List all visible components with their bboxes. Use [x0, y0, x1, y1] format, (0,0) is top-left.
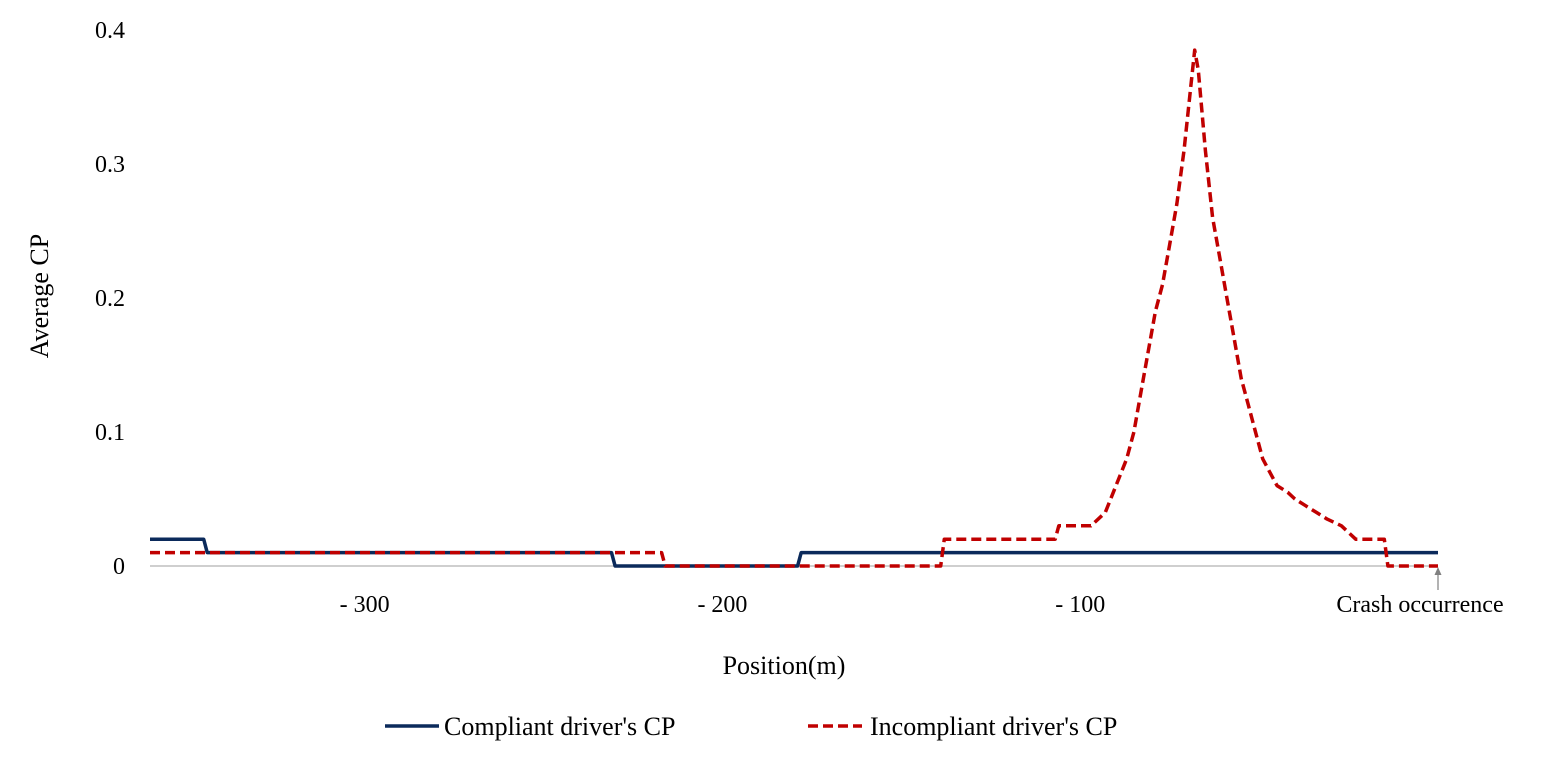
y-tick-label: 0 [113, 554, 125, 580]
y-tick-label: 0.4 [95, 18, 125, 44]
y-tick-label: 0.1 [95, 420, 125, 446]
series-line-compliant [150, 537, 1438, 568]
series-line-incompliant [150, 48, 1438, 568]
x-tick-label: - 300 [340, 592, 390, 618]
y-axis-title: Average CP [25, 234, 54, 358]
y-tick-label: 0.2 [95, 286, 125, 312]
x-tick-labels: - 300 - 200 - 100 [340, 592, 1106, 618]
x-tick-label: - 200 [697, 592, 747, 618]
legend-label: Compliant driver's CP [444, 712, 675, 741]
y-tick-label: 0.3 [95, 152, 125, 178]
crash-marker-arrow-icon [1434, 567, 1442, 575]
x-axis-title: Position(m) [723, 651, 846, 680]
legend: Compliant driver's CP Incompliant driver'… [385, 712, 1117, 741]
legend-label: Incompliant driver's CP [870, 712, 1117, 741]
crash-occurrence-label: Crash occurrence [1336, 592, 1503, 618]
series-layer [150, 48, 1438, 568]
y-tick-labels: 0 0.1 0.2 0.3 0.4 [95, 18, 125, 580]
plot-area: - 300 - 200 - 100 0 0.1 0.2 0.3 0.4 Crash occu… [95, 18, 1504, 618]
x-tick-label: - 100 [1055, 592, 1105, 618]
crash-occurrence-annotation: Crash occurrence [1336, 567, 1504, 618]
